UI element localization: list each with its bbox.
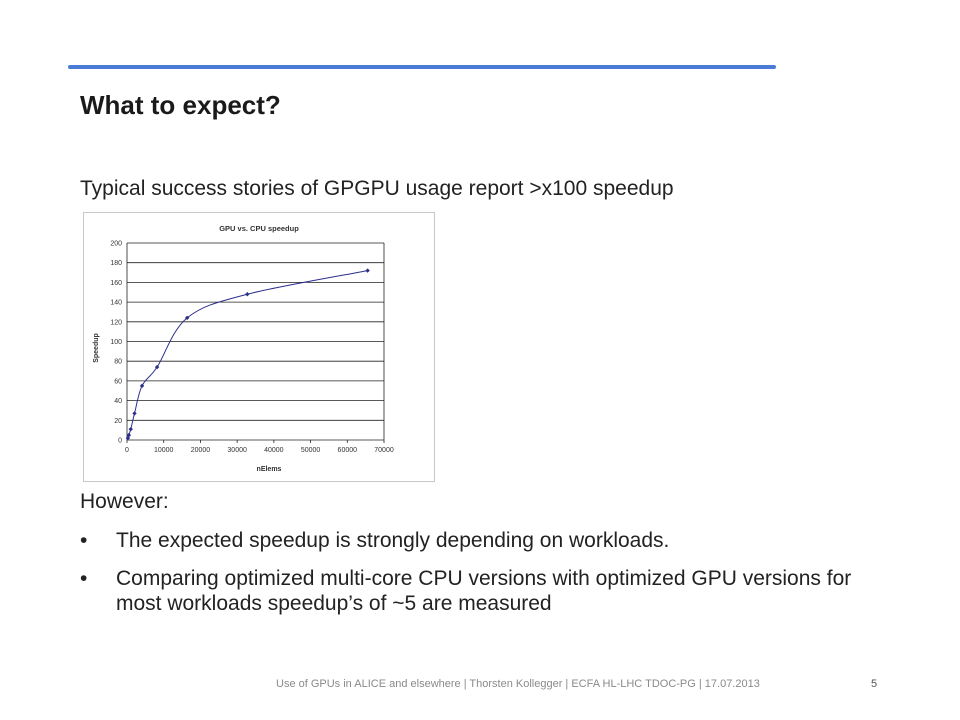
data-point: [365, 268, 370, 273]
however-label: However:: [80, 490, 169, 513]
y-tick-label: 80: [114, 359, 122, 366]
speedup-chart: GPU vs. CPU speedup Speedup nElems 0 20 40…: [83, 212, 435, 482]
bullet-dot: •: [80, 567, 88, 590]
chart-title: GPU vs. CPU speedup: [219, 224, 299, 233]
chart-ylabel: Speedup: [93, 333, 100, 363]
intro-text: Typical success stories of GPGPU usage r…: [80, 177, 674, 200]
bullet-text: The expected speedup is strongly dependi…: [116, 529, 670, 552]
data-point: [154, 364, 160, 370]
y-tick-label: 160: [110, 280, 122, 287]
x-tick-label: 60000: [338, 447, 358, 454]
x-tick-label: 20000: [191, 447, 211, 454]
page-number: 5: [871, 678, 878, 690]
bullet-text: Comparing optimized multi-core CPU versi…: [116, 567, 852, 615]
footer-text: Use of GPUs in ALICE and elsewhere | Tho…: [276, 678, 760, 690]
slide-title: What to expect?: [80, 90, 281, 120]
y-tick-label: 40: [114, 398, 122, 405]
data-point: [139, 383, 145, 389]
x-tick-label: 70000: [374, 447, 394, 454]
y-tick-label: 120: [110, 319, 122, 326]
y-tick-label: 0: [118, 438, 122, 445]
y-tick-label: 100: [110, 339, 122, 346]
y-tick-label: 140: [110, 300, 122, 307]
y-tick-label: 180: [110, 260, 122, 267]
data-point: [184, 315, 190, 321]
y-tick-label: 20: [114, 418, 122, 425]
chart-svg: GPU vs. CPU speedup Speedup nElems 0 20 40…: [93, 224, 394, 473]
x-tick-label: 30000: [227, 447, 247, 454]
data-point: [126, 432, 132, 438]
x-tick-label: 40000: [264, 447, 284, 454]
title-underline: [68, 65, 776, 69]
x-tick-label: 50000: [301, 447, 321, 454]
bullet-list: • The expected speedup is strongly depen…: [80, 528, 900, 629]
y-tick-label: 60: [114, 378, 122, 385]
data-point: [132, 411, 137, 416]
y-tick-label: 200: [110, 241, 122, 248]
bullet-item: • Comparing optimized multi-core CPU ver…: [80, 566, 900, 616]
bullet-item: • The expected speedup is strongly depen…: [80, 528, 900, 553]
x-tick-label: 0: [125, 447, 129, 454]
bullet-dot: •: [80, 529, 88, 552]
data-point: [245, 292, 250, 297]
chart-xlabel: nElems: [257, 466, 282, 473]
x-tick-label: 10000: [154, 447, 174, 454]
data-point: [128, 426, 133, 432]
